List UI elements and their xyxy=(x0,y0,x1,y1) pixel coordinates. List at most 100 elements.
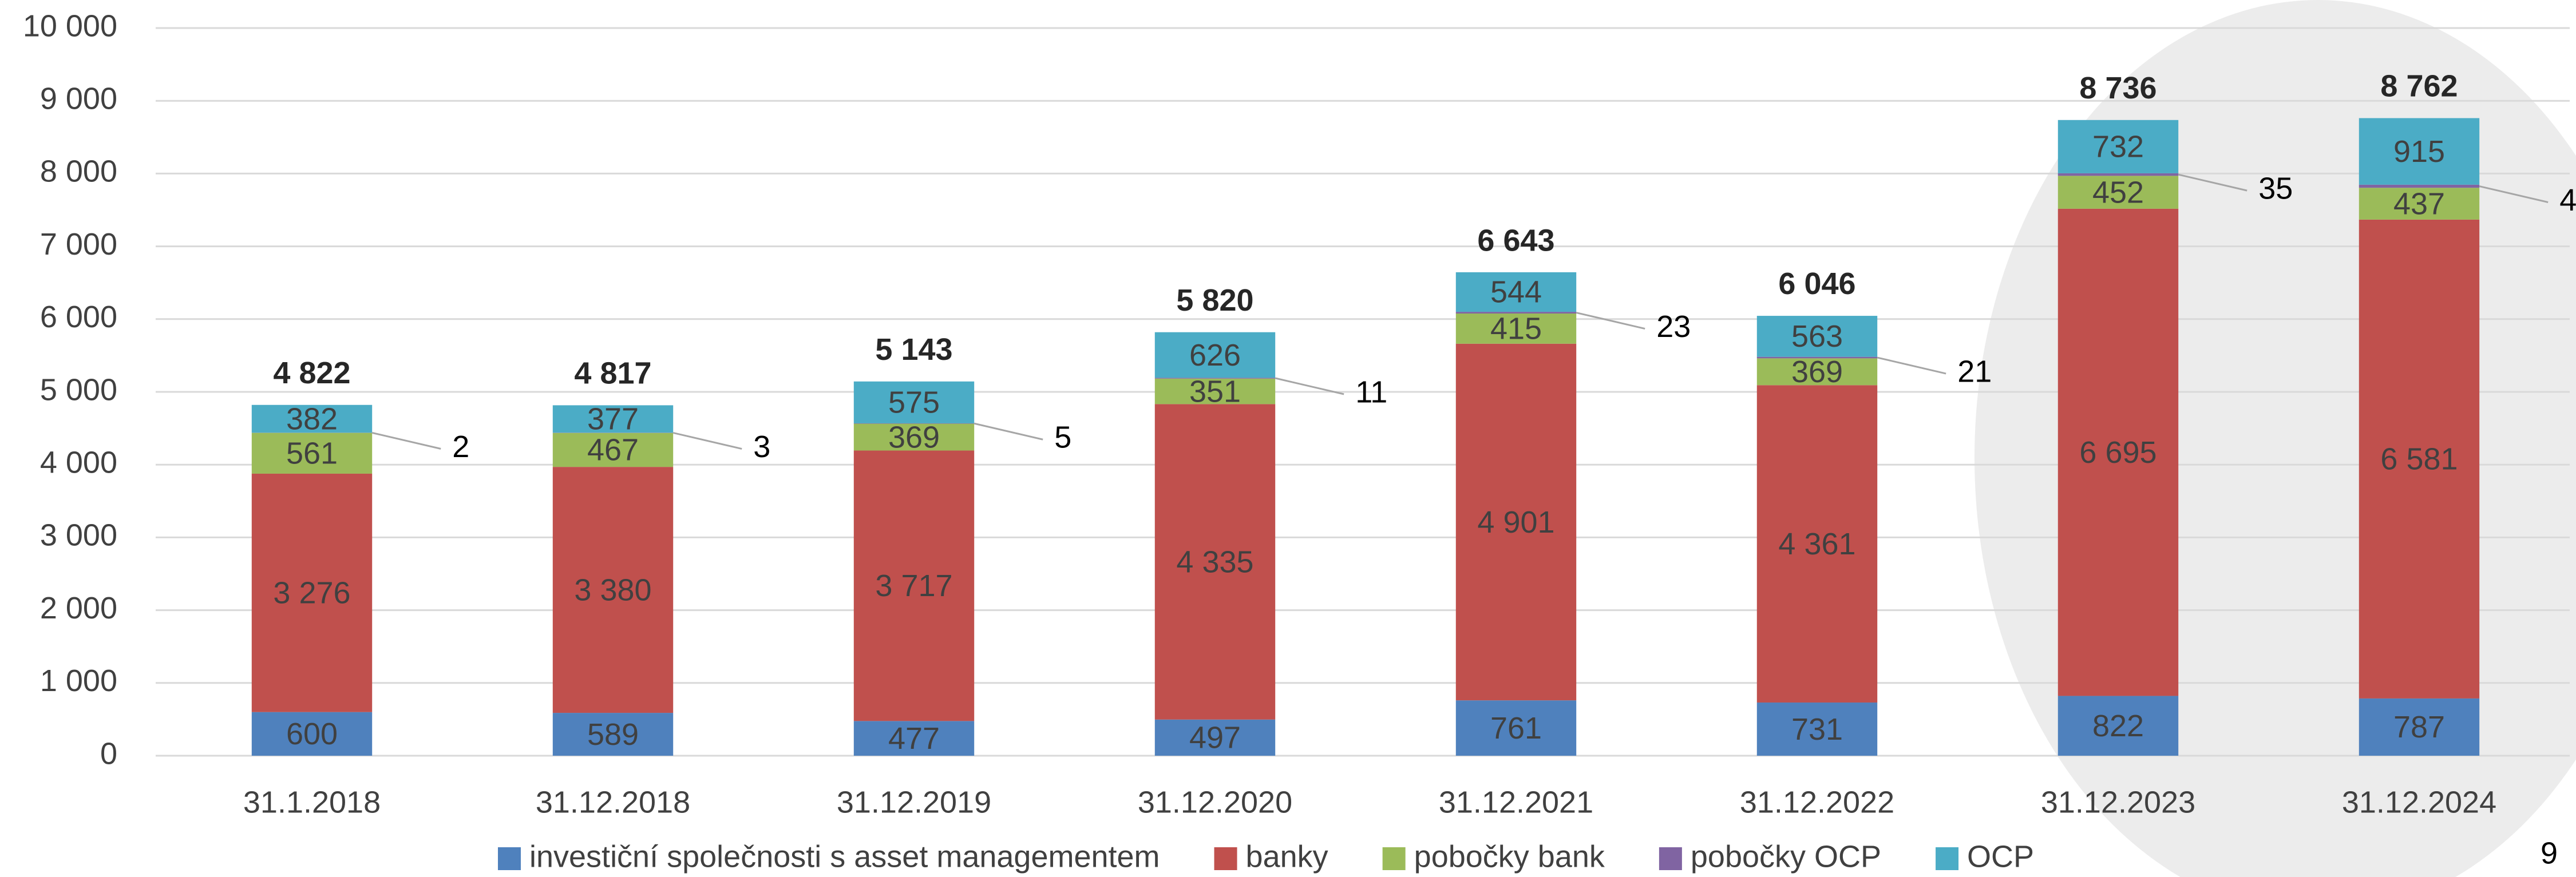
bar-segment xyxy=(2057,208,2179,696)
y-tick-label: 5 000 xyxy=(40,372,117,407)
data-label: 42 xyxy=(2559,183,2576,217)
bar-segment xyxy=(251,432,373,474)
y-tick-label: 8 000 xyxy=(40,154,117,189)
data-label: 369 xyxy=(888,420,940,454)
leader-line xyxy=(1275,377,1344,395)
data-label: 369 xyxy=(1791,355,1843,389)
x-tick-label: 31.12.2024 xyxy=(2342,785,2496,819)
y-tick-label: 1 000 xyxy=(40,664,117,698)
legend-label: OCP xyxy=(1967,839,2034,874)
leader-line xyxy=(2178,173,2247,192)
bar-segment xyxy=(2359,184,2480,188)
bar-segment xyxy=(853,721,975,756)
data-label: 467 xyxy=(587,433,639,467)
x-tick-label: 31.12.2018 xyxy=(536,785,690,819)
legend-label: pobočky OCP xyxy=(1691,839,1881,874)
x-tick-label: 31.12.2022 xyxy=(1740,785,1894,819)
total-label: 8 736 xyxy=(2079,71,2156,105)
x-tick-label: 31.12.2021 xyxy=(1439,785,1593,819)
data-label: 351 xyxy=(1189,374,1241,408)
data-label: 731 xyxy=(1791,712,1843,747)
leader-line xyxy=(672,432,742,450)
data-label: 21 xyxy=(1957,354,1992,388)
bar-segment xyxy=(853,423,975,424)
page-number: 9 xyxy=(2541,836,2558,870)
y-tick-label: 6 000 xyxy=(40,300,117,334)
bar-segment xyxy=(1455,700,1577,756)
bar-segment xyxy=(1455,272,1577,312)
legend-swatch xyxy=(1214,847,1237,870)
legend-swatch xyxy=(1382,847,1406,870)
total-label: 8 762 xyxy=(2380,69,2458,104)
data-label: 477 xyxy=(888,721,940,756)
bar-segment xyxy=(1756,385,1878,703)
bar-segment xyxy=(1455,343,1577,701)
data-label: 35 xyxy=(2258,171,2293,205)
bar-segment xyxy=(552,467,674,713)
total-label: 5 143 xyxy=(875,332,952,367)
data-label: 23 xyxy=(1656,309,1691,344)
x-tick-label: 31.12.2020 xyxy=(1138,785,1292,819)
data-label: 5 xyxy=(1054,420,1071,455)
data-label: 4 335 xyxy=(1176,545,1253,579)
bar-segment xyxy=(2057,176,2179,209)
y-tick-label: 7 000 xyxy=(40,227,117,261)
data-label: 3 276 xyxy=(273,576,350,610)
data-label: 561 xyxy=(286,436,338,471)
x-tick-label: 31.12.2019 xyxy=(837,785,991,819)
bar-segment xyxy=(251,712,373,756)
legend-label: investiční společnosti s asset managemen… xyxy=(529,839,1160,874)
data-label: 415 xyxy=(1490,312,1542,346)
legend-swatch xyxy=(1659,847,1682,870)
data-label: 437 xyxy=(2393,186,2445,221)
data-label: 452 xyxy=(2092,175,2144,209)
data-label: 787 xyxy=(2393,710,2445,744)
bar-segment xyxy=(2359,188,2480,220)
legend-label: banky xyxy=(1246,839,1328,874)
bar-segment xyxy=(1756,356,1878,359)
data-label: 497 xyxy=(1189,721,1241,755)
y-tick-label: 4 000 xyxy=(40,445,117,479)
x-tick-label: 31.1.2018 xyxy=(243,785,381,819)
y-tick-label: 3 000 xyxy=(40,518,117,553)
bar-segment xyxy=(2359,698,2480,756)
data-label: 915 xyxy=(2393,134,2445,169)
data-label: 3 717 xyxy=(875,569,952,603)
bar-segment xyxy=(2359,219,2480,699)
total-label: 6 643 xyxy=(1477,223,1554,257)
leader-line xyxy=(974,422,1043,441)
bar-segment xyxy=(552,405,674,433)
leader-line xyxy=(1576,312,1645,330)
data-label: 382 xyxy=(286,402,338,436)
bar-segment xyxy=(853,381,975,423)
data-label: 600 xyxy=(286,717,338,751)
bar-segment xyxy=(2057,173,2179,176)
data-label: 2 xyxy=(452,430,469,464)
bar-segment xyxy=(2359,118,2480,185)
bar-segment xyxy=(1154,404,1276,720)
bar-segment xyxy=(552,432,674,467)
data-label: 11 xyxy=(1355,375,1387,409)
bar-segment xyxy=(2057,696,2179,756)
data-label: 563 xyxy=(1791,319,1843,354)
y-tick-label: 9 000 xyxy=(40,81,117,116)
total-label: 6 046 xyxy=(1778,267,1855,301)
data-label: 822 xyxy=(2092,709,2144,743)
total-label: 4 822 xyxy=(273,356,350,390)
bar-segment xyxy=(853,423,975,451)
data-label: 377 xyxy=(587,402,639,436)
y-tick-label: 2 000 xyxy=(40,591,117,625)
bar-segment xyxy=(552,713,674,756)
legend-label: pobočky bank xyxy=(1414,839,1605,874)
bar-segment xyxy=(1455,314,1577,344)
data-label: 544 xyxy=(1490,275,1542,309)
bar-segment xyxy=(1756,703,1878,756)
data-label: 6 581 xyxy=(2380,442,2458,477)
legend-swatch xyxy=(1936,847,1959,870)
data-label: 732 xyxy=(2092,130,2144,164)
bar-segment xyxy=(251,473,373,712)
bar-segment xyxy=(1756,358,1878,386)
bar-segment xyxy=(2057,120,2179,173)
data-label: 3 xyxy=(753,430,770,464)
